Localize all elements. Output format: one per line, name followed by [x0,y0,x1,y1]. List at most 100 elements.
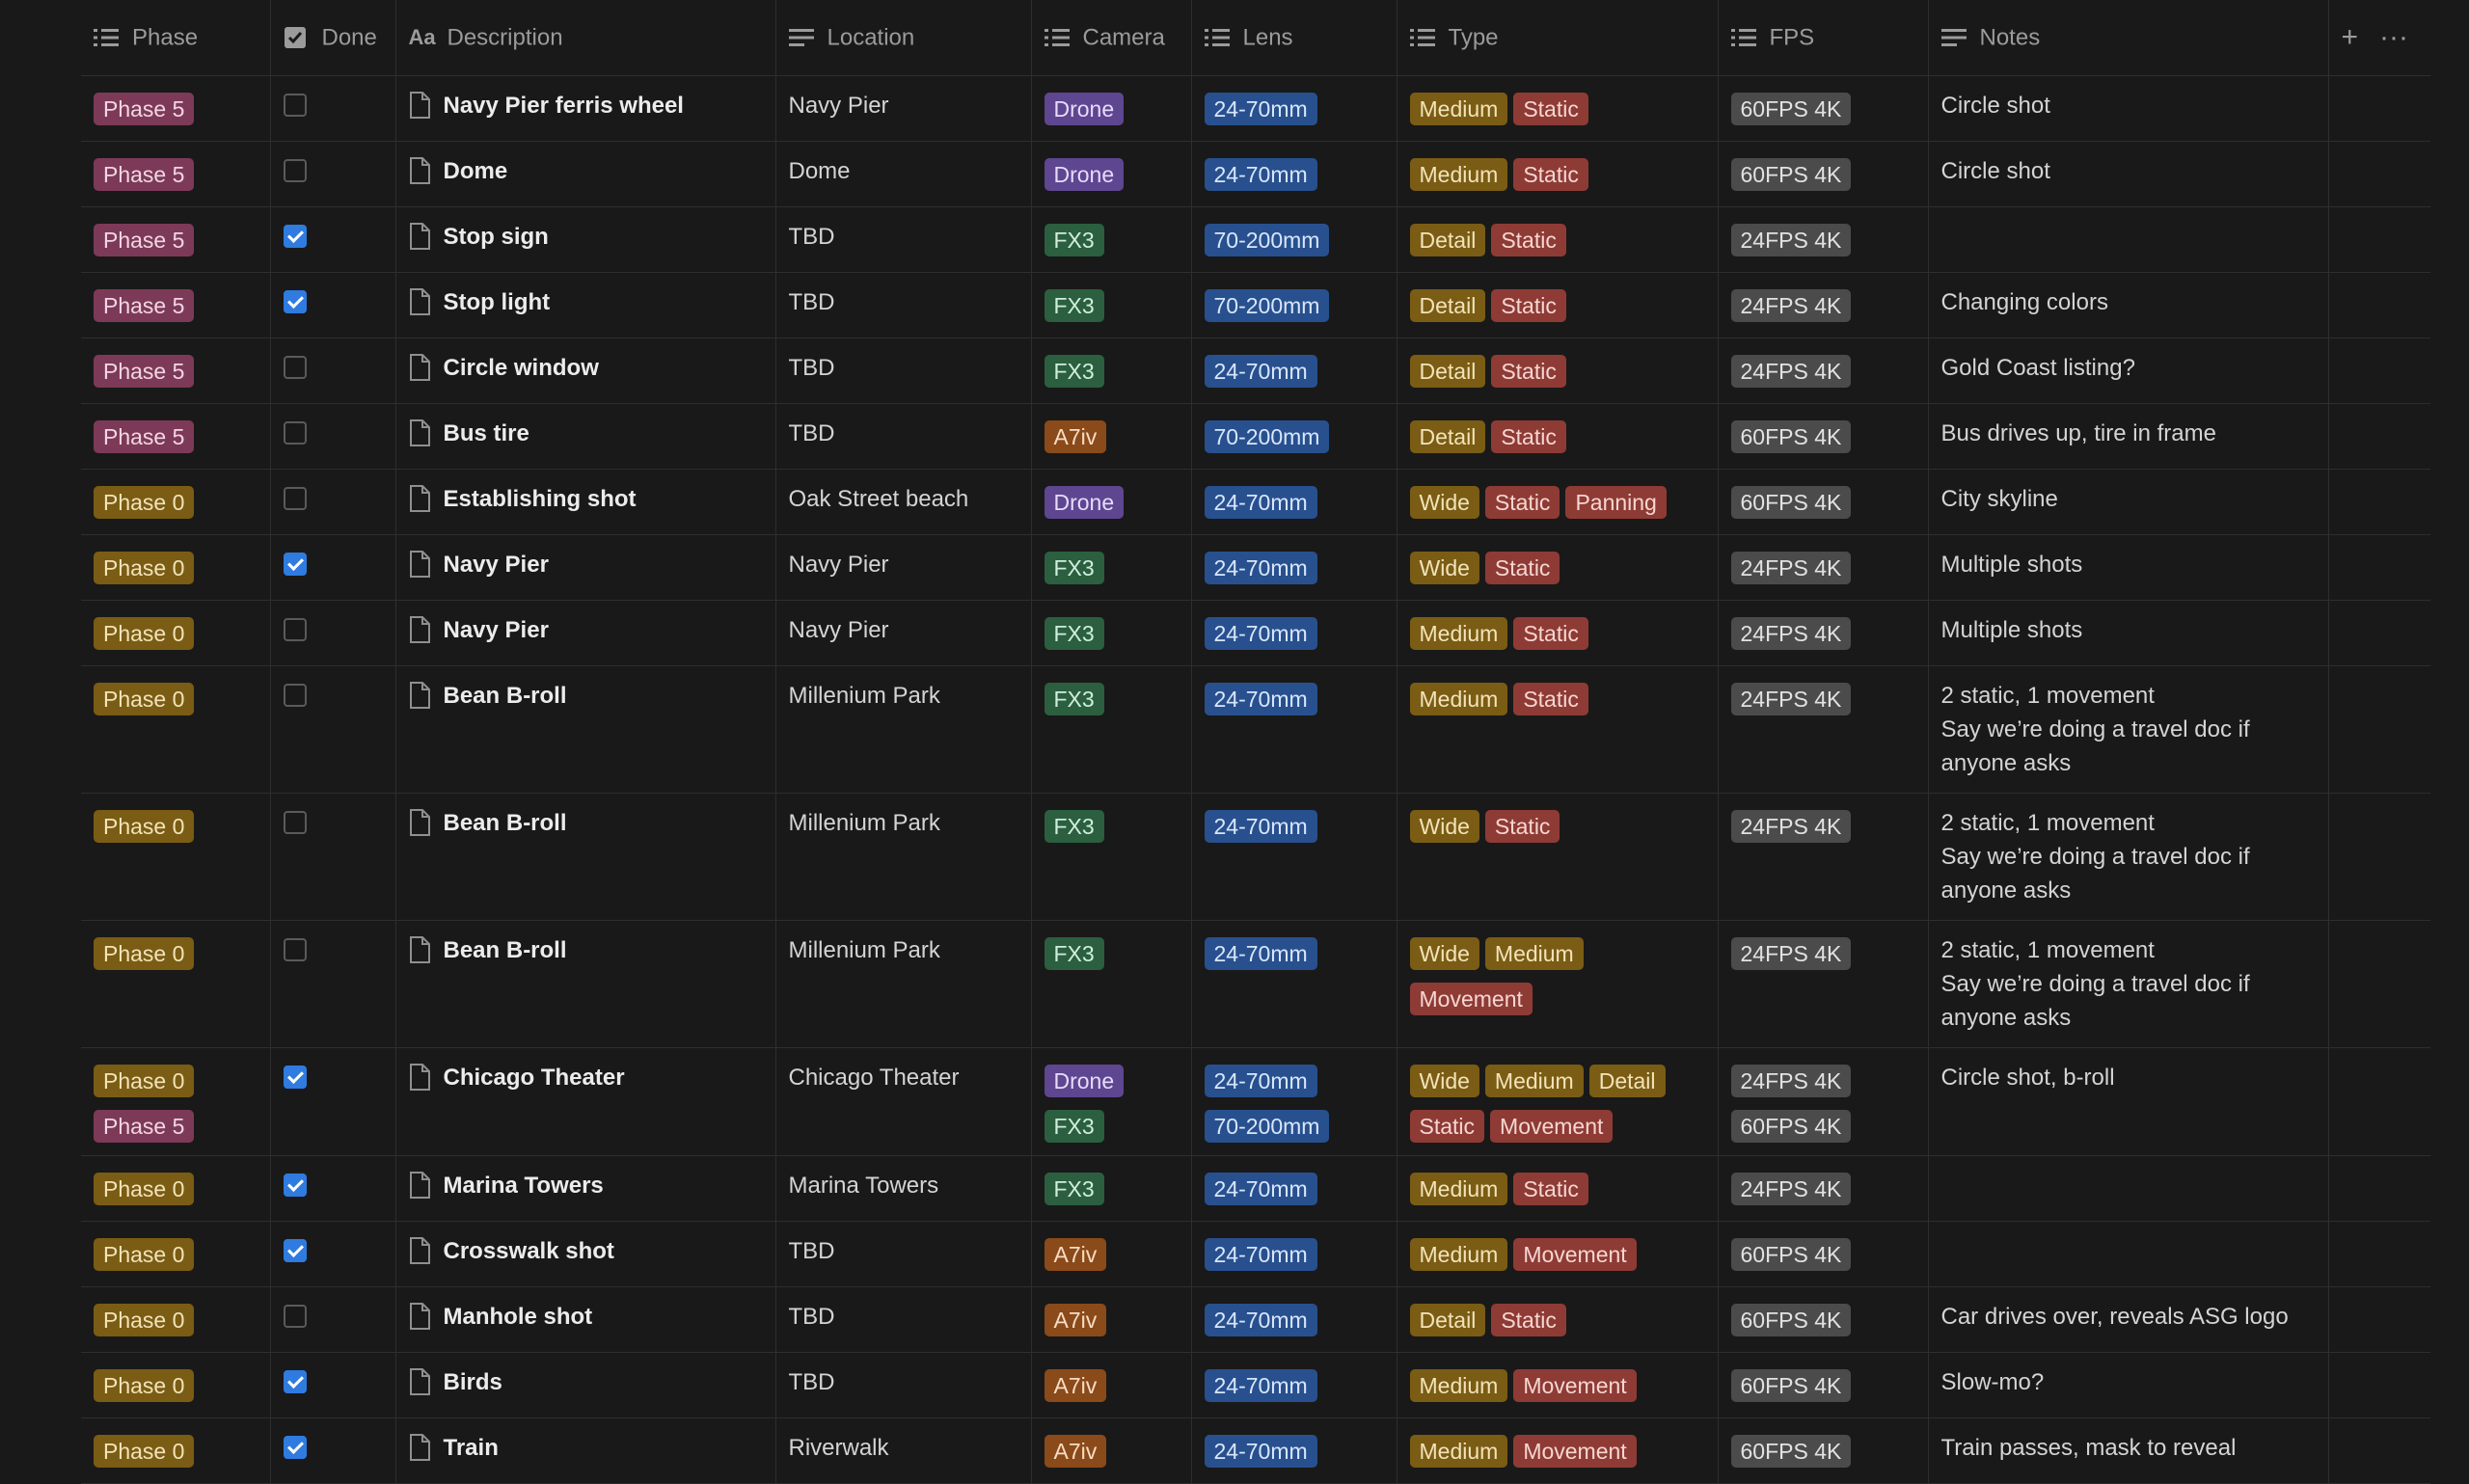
description-cell[interactable]: Stop sign [395,206,776,273]
location-cell[interactable]: TBD [775,1286,1032,1353]
notes-cell[interactable] [1928,1221,2329,1287]
camera-cell[interactable]: FX3 [1031,337,1192,404]
description-text[interactable]: Establishing shot [443,486,637,512]
done-checkbox[interactable] [283,94,307,117]
description-cell[interactable]: Bus tire [395,403,776,470]
camera-cell[interactable]: FX3 [1031,920,1192,1048]
phase-cell[interactable]: Phase 0 [81,793,271,921]
location-cell[interactable]: Navy Pier [775,534,1032,601]
description-text[interactable]: Stop light [443,289,551,315]
lens-cell[interactable]: 24-70mm [1191,665,1397,794]
lens-cell[interactable]: 70-200mm [1191,206,1397,273]
fps-cell[interactable]: 24FPS 4K [1718,600,1929,666]
notes-cell[interactable]: 2 static, 1 movement Say we’re doing a tr… [1928,665,2329,794]
description-cell[interactable]: Stop light [395,272,776,338]
fps-cell[interactable]: 24FPS 4K [1718,206,1929,273]
camera-cell[interactable]: FX3 [1031,793,1192,921]
fps-cell[interactable]: 60FPS 4K [1718,1417,1929,1484]
table-row[interactable]: Phase 0 Bean B-roll Millenium Park FX3 24-70… [81,665,2430,794]
description-cell[interactable]: Circle window [395,337,776,404]
type-cell[interactable]: Medium Movement [1397,1352,1719,1418]
lens-cell[interactable]: 24-70mm [1191,469,1397,535]
done-checkbox[interactable] [283,1305,307,1328]
done-checkbox[interactable] [283,553,307,576]
notes-cell[interactable]: Circle shot [1928,75,2329,142]
description-cell[interactable]: Birds [395,1352,776,1418]
done-checkbox[interactable] [283,1436,307,1459]
camera-cell[interactable]: Drone [1031,75,1192,142]
fps-cell[interactable]: 60FPS 4K [1718,403,1929,470]
type-cell[interactable]: Medium Movement [1397,1221,1719,1287]
column-header-phase[interactable]: Phase [81,0,271,76]
notes-cell[interactable]: Bus drives up, tire in frame [1928,403,2329,470]
fps-cell[interactable]: 24FPS 4K [1718,793,1929,921]
type-cell[interactable]: Medium Static [1397,141,1719,207]
description-text[interactable]: Bean B-roll [443,810,567,836]
notes-cell[interactable]: 2 static, 1 movement Say we’re doing a tr… [1928,793,2329,921]
lens-cell[interactable]: 24-70mm [1191,793,1397,921]
camera-cell[interactable]: A7iv [1031,1221,1192,1287]
location-cell[interactable]: Chicago Theater [775,1047,1032,1156]
lens-cell[interactable]: 24-70mm [1191,1221,1397,1287]
description-text[interactable]: Circle window [443,355,599,381]
lens-cell[interactable]: 70-200mm [1191,272,1397,338]
notes-cell[interactable]: Changing colors [1928,272,2329,338]
location-cell[interactable]: TBD [775,337,1032,404]
description-cell[interactable]: Marina Towers [395,1155,776,1222]
fps-cell[interactable]: 24FPS 4K [1718,1155,1929,1222]
done-checkbox[interactable] [283,1066,307,1089]
location-cell[interactable]: TBD [775,272,1032,338]
done-checkbox[interactable] [283,356,307,379]
camera-cell[interactable]: FX3 [1031,206,1192,273]
table-row[interactable]: Phase 0 Bean B-roll Millenium Park FX3 24-70… [81,920,2430,1048]
done-checkbox[interactable] [283,159,307,182]
notes-cell[interactable]: Gold Coast listing? [1928,337,2329,404]
fps-cell[interactable]: 60FPS 4K [1718,1221,1929,1287]
notes-cell[interactable]: Circle shot, b-roll [1928,1047,2329,1156]
location-cell[interactable]: TBD [775,403,1032,470]
phase-cell[interactable]: Phase 0 [81,600,271,666]
description-text[interactable]: Dome [443,158,508,184]
description-cell[interactable]: Navy Pier [395,534,776,601]
phase-cell[interactable]: Phase 0 [81,920,271,1048]
camera-cell[interactable]: A7iv [1031,1352,1192,1418]
type-cell[interactable]: Wide Static Panning [1397,469,1719,535]
location-cell[interactable]: TBD [775,1352,1032,1418]
notes-cell[interactable]: 2 static, 1 movement Say we’re doing a tr… [1928,920,2329,1048]
fps-cell[interactable]: 24FPS 4K [1718,534,1929,601]
column-header-description[interactable]: Aa Description [395,0,776,76]
fps-cell[interactable]: 60FPS 4K [1718,1286,1929,1353]
column-header-notes[interactable]: Notes [1928,0,2329,76]
notes-cell[interactable] [1928,1155,2329,1222]
fps-cell[interactable]: 24FPS 4K [1718,272,1929,338]
type-cell[interactable]: Wide Medium Detail Static Movement [1397,1047,1719,1156]
column-header-camera[interactable]: Camera [1031,0,1192,76]
table-row[interactable]: Phase 5 Stop light TBD FX3 70-200mm Detail Sta… [81,272,2430,338]
table-row[interactable]: Phase 0 Bean B-roll Millenium Park FX3 24-70… [81,793,2430,921]
fps-cell[interactable]: 60FPS 4K [1718,75,1929,142]
description-text[interactable]: Navy Pier [443,617,549,643]
add-column-button[interactable]: + [2341,21,2359,53]
description-cell[interactable]: Establishing shot [395,469,776,535]
phase-cell[interactable]: Phase 5 [81,75,271,142]
description-cell[interactable]: Navy Pier [395,600,776,666]
table-row[interactable]: Phase 0 Crosswalk shot TBD A7iv 24-70mm Mediu… [81,1221,2430,1287]
done-checkbox[interactable] [283,684,307,707]
column-header-location[interactable]: Location [775,0,1032,76]
location-cell[interactable]: Navy Pier [775,75,1032,142]
column-header-lens[interactable]: Lens [1191,0,1397,76]
type-cell[interactable]: Wide Medium Movement [1397,920,1719,1048]
column-header-fps[interactable]: FPS [1718,0,1929,76]
fps-cell[interactable]: 60FPS 4K [1718,1352,1929,1418]
description-text[interactable]: Crosswalk shot [443,1238,614,1264]
description-cell[interactable]: Bean B-roll [395,920,776,1048]
description-text[interactable]: Manhole shot [443,1304,593,1330]
type-cell[interactable]: Wide Static [1397,534,1719,601]
description-cell[interactable]: Chicago Theater [395,1047,776,1156]
description-cell[interactable]: Bean B-roll [395,793,776,921]
done-checkbox[interactable] [283,290,307,313]
phase-cell[interactable]: Phase 0 [81,1417,271,1484]
done-checkbox[interactable] [283,487,307,510]
phase-cell[interactable]: Phase 0 [81,469,271,535]
table-row[interactable]: Phase 5 Navy Pier ferris wheel Navy Pier Dr… [81,75,2430,142]
